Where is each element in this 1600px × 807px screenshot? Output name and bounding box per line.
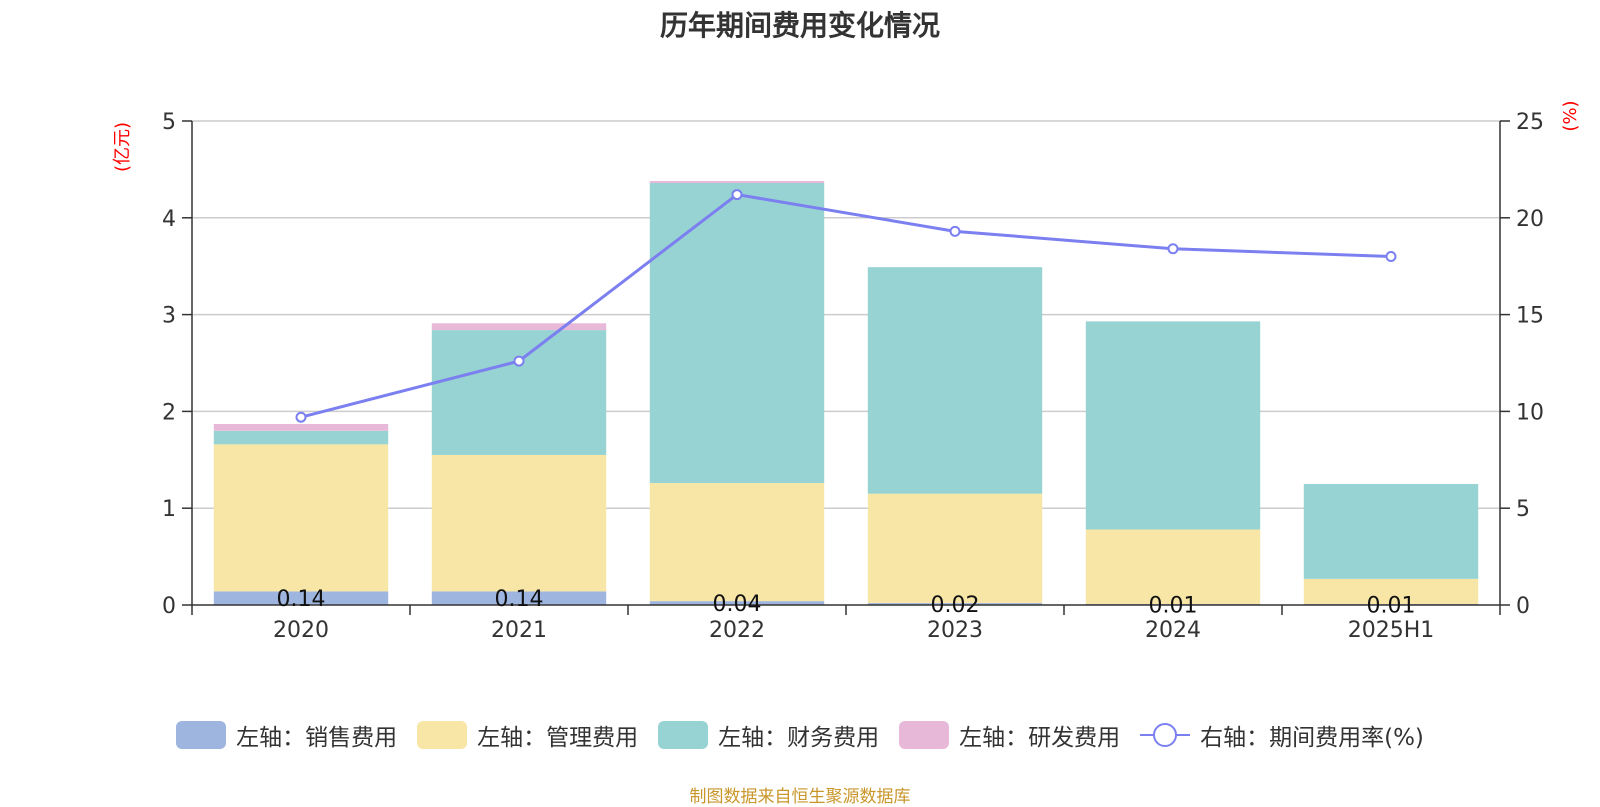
expense-rate-point bbox=[513, 355, 525, 367]
bar-segment bbox=[431, 323, 607, 331]
label-layer: 0.14 0.14 0.04 0.02 0.01 0.01 bbox=[277, 587, 1416, 618]
legend-item[interactable]: 左轴：研发费用 bbox=[899, 718, 1120, 752]
bar-segment bbox=[213, 444, 389, 592]
bar-data-label: 0.04 bbox=[713, 592, 762, 617]
bar-segment bbox=[431, 454, 607, 592]
legend-swatch bbox=[658, 721, 709, 749]
expense-rate-point bbox=[295, 411, 307, 423]
legend-item[interactable]: 右轴：期间费用率(%) bbox=[1140, 718, 1424, 752]
right-tick-label: 10 bbox=[1516, 400, 1544, 425]
bar-data-label: 0.01 bbox=[1367, 594, 1416, 619]
bar-segment bbox=[1303, 578, 1479, 605]
left-tick-label: 3 bbox=[162, 304, 176, 329]
left-axis-unit: (亿元) bbox=[112, 122, 133, 172]
bar-segment bbox=[213, 423, 389, 431]
left-tick-label: 5 bbox=[162, 110, 176, 135]
legend-label: 右轴：期间费用率(%) bbox=[1200, 725, 1424, 751]
bar-data-label: 0.14 bbox=[277, 587, 326, 612]
bar-segment bbox=[431, 330, 607, 455]
chart-title: 历年期间费用变化情况 bbox=[659, 9, 940, 42]
x-tick-label: 2021 bbox=[491, 618, 547, 643]
bar-data-label: 0.01 bbox=[1149, 594, 1198, 619]
bar-segment bbox=[1303, 484, 1479, 579]
x-tick-label: 2024 bbox=[1145, 618, 1201, 643]
x-tick-label: 2022 bbox=[709, 618, 765, 643]
legend-item[interactable]: 左轴：财务费用 bbox=[658, 718, 879, 752]
left-tick-label: 4 bbox=[162, 207, 176, 232]
legend-swatch bbox=[417, 721, 468, 749]
legend-item[interactable]: 左轴：销售费用 bbox=[176, 718, 397, 752]
bar-segment bbox=[1085, 529, 1261, 605]
axis-layer: 0 1 2 3 4 5 0 5 10 15 20 25 2020 2021 2022 2023 2024 2025… bbox=[112, 100, 1581, 643]
bar-data-label: 0.14 bbox=[495, 587, 544, 612]
legend-label: 左轴：研发费用 bbox=[959, 725, 1121, 751]
legend-item[interactable]: 左轴：管理费用 bbox=[417, 718, 638, 752]
bar-data-label: 0.02 bbox=[931, 593, 980, 618]
bar-segment bbox=[649, 181, 825, 183]
right-axis-unit: (%) bbox=[1560, 100, 1581, 131]
right-tick-label: 15 bbox=[1516, 304, 1544, 329]
left-tick-label: 2 bbox=[162, 400, 176, 425]
legend-line-marker-icon bbox=[1140, 721, 1191, 749]
expense-rate-point bbox=[1385, 251, 1397, 263]
legend-swatch bbox=[899, 721, 950, 749]
bar-segment bbox=[649, 483, 825, 602]
left-tick-label: 0 bbox=[162, 594, 176, 619]
bar-segment bbox=[649, 601, 825, 605]
grid-layer bbox=[192, 120, 1500, 509]
right-tick-label: 0 bbox=[1516, 594, 1530, 619]
source-note: 制图数据来自恒生聚源数据库 bbox=[689, 787, 911, 807]
right-tick-label: 5 bbox=[1516, 497, 1530, 522]
bar-segment bbox=[867, 603, 1043, 605]
right-tick-label: 20 bbox=[1516, 207, 1544, 232]
left-tick-label: 1 bbox=[162, 497, 176, 522]
bar-segment bbox=[1085, 321, 1261, 530]
bar-segment bbox=[213, 430, 389, 445]
bar-segment bbox=[213, 591, 389, 605]
legend-label: 左轴：销售费用 bbox=[236, 725, 398, 751]
right-tick-label: 25 bbox=[1516, 110, 1544, 135]
line-layer bbox=[295, 189, 1397, 423]
expense-rate-line bbox=[300, 192, 1392, 419]
legend-label: 左轴：管理费用 bbox=[477, 725, 639, 751]
bar-segment bbox=[867, 267, 1043, 494]
bar-layer bbox=[213, 181, 1479, 605]
legend-swatch bbox=[176, 721, 227, 749]
bar-segment bbox=[649, 182, 825, 484]
legend-label: 左轴：财务费用 bbox=[718, 725, 880, 751]
legend: 左轴：销售费用 左轴：管理费用 左轴：财务费用 左轴：研发费用 右轴：期间费用率(%) bbox=[0, 718, 1600, 752]
x-tick-label: 2020 bbox=[273, 618, 329, 643]
x-tick-label: 2025H1 bbox=[1348, 618, 1435, 643]
bar-segment bbox=[867, 493, 1043, 604]
expense-rate-point bbox=[1167, 243, 1179, 255]
x-tick-label: 2023 bbox=[927, 618, 983, 643]
bar-segment bbox=[431, 591, 607, 605]
expense-rate-point bbox=[949, 225, 961, 237]
expense-rate-point bbox=[731, 189, 743, 201]
